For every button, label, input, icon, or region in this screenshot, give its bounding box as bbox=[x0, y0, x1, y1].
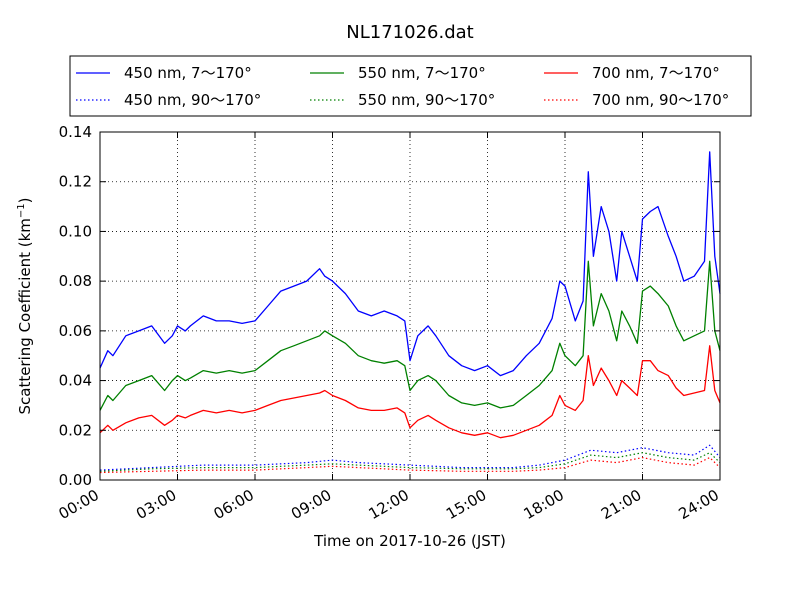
legend-entry-label: 450 nm, 7～170° bbox=[124, 64, 252, 82]
y-tick-label: 0.10 bbox=[59, 222, 92, 240]
legend-entry-label: 550 nm, 7～170° bbox=[358, 64, 486, 82]
x-tick-label: 09:00 bbox=[288, 486, 334, 523]
legend-entry-label: 700 nm, 90～170° bbox=[592, 91, 729, 109]
x-tick-label: 06:00 bbox=[211, 486, 257, 523]
series-700nm-7-170 bbox=[99, 345, 721, 439]
y-axis-label-main: Scattering Coefficient (km bbox=[16, 218, 34, 414]
y-tick-label: 0.02 bbox=[59, 421, 92, 439]
series-450nm-90-170 bbox=[99, 444, 721, 471]
series-700nm-90-170 bbox=[99, 457, 721, 474]
y-tick-label: 0.08 bbox=[59, 272, 92, 290]
y-tick-label: 0.14 bbox=[59, 123, 92, 141]
x-tick-label: 03:00 bbox=[133, 486, 179, 523]
legend: 450 nm, 7～170° 550 nm, 7～170° 700 nm, 7～17… bbox=[69, 55, 752, 117]
x-tick-label: 00:00 bbox=[56, 486, 102, 523]
x-tick-label: 24:00 bbox=[676, 486, 722, 523]
legend-entry-label: 700 nm, 7～170° bbox=[592, 64, 720, 82]
series-550nm-90-170 bbox=[99, 452, 721, 472]
chart-title: NL171026.dat bbox=[346, 22, 473, 43]
x-tick-label: 21:00 bbox=[598, 486, 644, 523]
series-550nm-7-170 bbox=[99, 260, 721, 411]
legend-entry-label: 550 nm, 90～170° bbox=[358, 91, 495, 109]
y-axis-label-close: ) bbox=[16, 197, 34, 203]
y-tick-label: 0.06 bbox=[59, 322, 92, 340]
y-axis-label-sup: −1 bbox=[16, 203, 27, 218]
x-axis-label: Time on 2017-10-26 (JST) bbox=[313, 532, 506, 550]
y-tick-label: 0.12 bbox=[59, 173, 92, 191]
y-axis-label: Scattering Coefficient (km−1) bbox=[16, 197, 34, 414]
axis-ticks: 00:00 03:00 06:00 09:00 12:00 15:00 18:00 21:00… bbox=[56, 123, 722, 523]
series-450nm-7-170 bbox=[99, 151, 721, 377]
y-tick-label: 0.04 bbox=[59, 372, 92, 390]
legend-frame bbox=[69, 55, 752, 117]
y-tick-label: 0.00 bbox=[59, 471, 92, 489]
legend-entry-label: 450 nm, 90～170° bbox=[124, 91, 261, 109]
x-tick-label: 15:00 bbox=[443, 486, 489, 523]
series-layer bbox=[99, 151, 721, 474]
x-tick-label: 18:00 bbox=[521, 486, 567, 523]
x-tick-label: 12:00 bbox=[366, 486, 412, 523]
